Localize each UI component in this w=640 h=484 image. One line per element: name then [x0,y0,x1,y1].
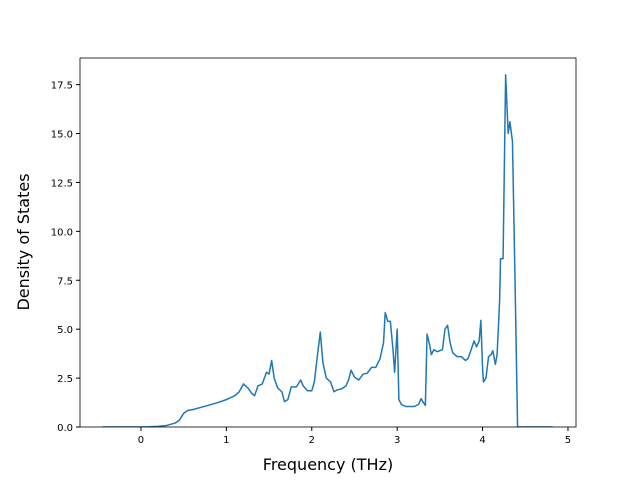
x-tick-label: 3 [394,435,400,446]
dos-line [102,74,553,427]
y-tick-label: 5.0 [57,325,73,336]
x-tick-label: 5 [565,435,571,446]
y-tick-label: 10.0 [51,227,73,238]
x-tick-label: 1 [223,435,229,446]
y-tick-label: 12.5 [51,178,73,189]
y-tick-label: 2.5 [57,374,73,385]
y-tick-label: 7.5 [57,276,73,287]
y-axis-label: Density of States [14,173,33,310]
y-tick-label: 0.0 [57,423,73,434]
y-tick-label: 15.0 [51,130,73,141]
x-tick-label: 0 [138,435,144,446]
y-tick-label: 17.5 [51,81,73,92]
x-tick-label: 2 [309,435,315,446]
x-tick-label: 4 [479,435,485,446]
plot-frame [79,57,577,428]
x-axis-label: Frequency (THz) [263,455,393,474]
